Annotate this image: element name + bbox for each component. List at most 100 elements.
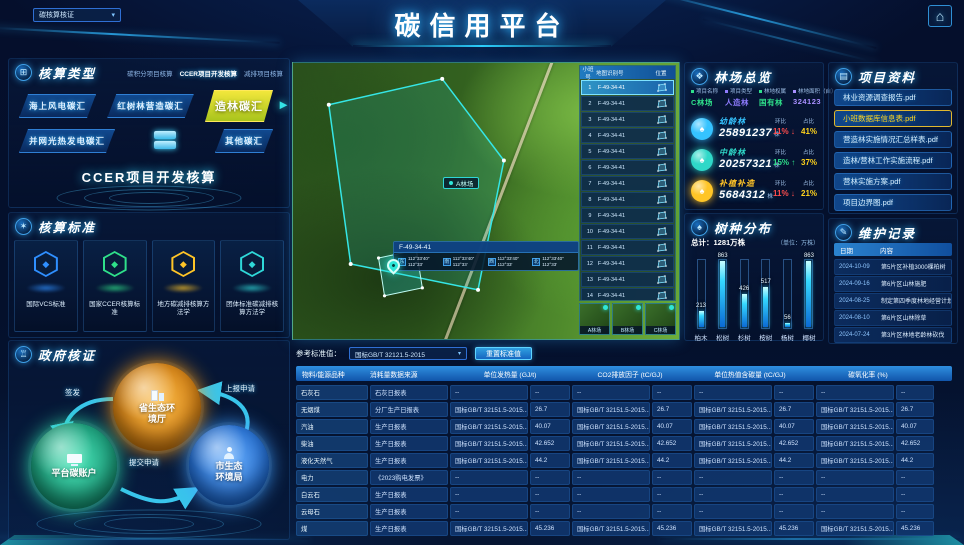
- doc-file-item[interactable]: 营造林实施情况汇总样表.pdf: [834, 131, 952, 148]
- standard-card[interactable]: ◆ 团体标准碳减排核算方法学: [220, 240, 284, 332]
- heat-std-dropdown[interactable]: --: [450, 385, 528, 400]
- co2-std-dropdown[interactable]: --: [572, 504, 650, 519]
- standard-card[interactable]: ◆ 国家CCER核算标准: [82, 240, 147, 332]
- subplot-row[interactable]: 9 F-49-34-41: [581, 208, 674, 223]
- co2-std-dropdown[interactable]: 国标GB/T 32151.5-2015...: [572, 436, 650, 451]
- co2-value-field[interactable]: 45.236: [652, 521, 692, 536]
- subplot-row[interactable]: 12 F-49-34-41: [581, 256, 674, 271]
- doc-file-item[interactable]: 小班数据库信息表.pdf: [834, 110, 952, 127]
- subplot-row[interactable]: 13 F-49-34-41: [581, 272, 674, 287]
- oxidation-std-dropdown[interactable]: 国标GB/T 32151.5-2015...▾: [816, 402, 894, 417]
- oxidation-value-field[interactable]: --: [896, 504, 934, 519]
- oxidation-std-dropdown[interactable]: --: [816, 385, 894, 400]
- co2-std-dropdown[interactable]: 国标GB/T 32151.5-2015...: [572, 521, 650, 536]
- carbon-std-dropdown[interactable]: --: [694, 487, 772, 502]
- maintenance-row[interactable]: 2024-07-24 第3片区林地老龄林砍伐: [834, 327, 952, 343]
- heat-std-dropdown[interactable]: 国标GB/T 32151.5-2015...: [450, 521, 528, 536]
- co2-value-field[interactable]: 42.652: [652, 436, 692, 451]
- oxidation-value-field[interactable]: 26.7: [896, 402, 934, 417]
- heat-value-field[interactable]: --: [530, 470, 570, 485]
- maintenance-row[interactable]: 2024-09-16 第6片区山林施肥: [834, 276, 952, 292]
- oxidation-std-dropdown[interactable]: --: [816, 487, 894, 502]
- maintenance-row[interactable]: 2024-08-25 制定第四季度林地经营计划: [834, 293, 952, 309]
- oxidation-value-field[interactable]: 44.2: [896, 453, 934, 468]
- subplot-row[interactable]: 3 F-49-34-41: [581, 112, 674, 127]
- accounting-type-button[interactable]: 红树林营造碳汇: [107, 94, 194, 118]
- subplot-row[interactable]: 5 F-49-34-41: [581, 144, 674, 159]
- map-thumbnail[interactable]: C林场: [645, 303, 676, 335]
- carbon-value-field[interactable]: --: [774, 487, 814, 502]
- heat-value-field[interactable]: --: [530, 385, 570, 400]
- carbon-std-dropdown[interactable]: --: [694, 470, 772, 485]
- oxidation-value-field[interactable]: 45.236: [896, 521, 934, 536]
- heat-value-field[interactable]: 44.2: [530, 453, 570, 468]
- oxidation-std-dropdown[interactable]: --: [816, 504, 894, 519]
- heat-std-dropdown[interactable]: 国标GB/T 32151.5-2015...▾: [450, 402, 528, 417]
- carbon-std-dropdown[interactable]: 国标GB/T 32151.5-2015...: [694, 419, 772, 434]
- ccer-project-accounting-button[interactable]: CCER项目开发核算: [81, 170, 217, 185]
- oxidation-value-field[interactable]: --: [896, 470, 934, 485]
- carbon-std-dropdown[interactable]: 国标GB/T 32151.5-2015...: [694, 521, 772, 536]
- co2-value-field[interactable]: 44.2: [652, 453, 692, 468]
- maintenance-row[interactable]: 2024-08-10 第6片区山林除草: [834, 310, 952, 326]
- co2-std-dropdown[interactable]: --: [572, 470, 650, 485]
- co2-std-dropdown[interactable]: --: [572, 487, 650, 502]
- heat-std-dropdown[interactable]: 国标GB/T 32151.5-2015...: [450, 419, 528, 434]
- carbon-value-field[interactable]: --: [774, 385, 814, 400]
- map-thumbnail[interactable]: B林场: [612, 303, 643, 335]
- carbon-value-field[interactable]: 42.652: [774, 436, 814, 451]
- co2-std-dropdown[interactable]: 国标GB/T 32151.5-2015...: [572, 419, 650, 434]
- oxidation-std-dropdown[interactable]: 国标GB/T 32151.5-2015...: [816, 521, 894, 536]
- subplot-row[interactable]: 2 F-49-34-41: [581, 96, 674, 111]
- oxidation-std-dropdown[interactable]: 国标GB/T 32151.5-2015...: [816, 453, 894, 468]
- accounting-type-button[interactable]: 造林碳汇: [205, 90, 273, 122]
- co2-value-field[interactable]: 26.7: [652, 402, 692, 417]
- subplot-row[interactable]: 8 F-49-34-41: [581, 192, 674, 207]
- heat-value-field[interactable]: 40.07: [530, 419, 570, 434]
- subplot-row[interactable]: 10 F-49-34-41: [581, 224, 674, 239]
- tab[interactable]: CCER项目开发核算: [179, 71, 237, 78]
- heat-std-dropdown[interactable]: 国标GB/T 32151.5-2015...: [450, 453, 528, 468]
- carbon-std-dropdown[interactable]: 国标GB/T 32151.5-2015...: [694, 436, 772, 451]
- next-arrow-icon[interactable]: ►: [277, 97, 290, 112]
- co2-value-field[interactable]: --: [652, 470, 692, 485]
- oxidation-value-field[interactable]: 40.07: [896, 419, 934, 434]
- heat-std-dropdown[interactable]: --: [450, 487, 528, 502]
- standard-card[interactable]: ◆ 地方碳减排核算方法学: [151, 240, 216, 332]
- doc-file-item[interactable]: 营林实施方案.pdf: [834, 173, 952, 190]
- accounting-type-button[interactable]: 海上风电碳汇: [19, 94, 96, 118]
- subplot-row[interactable]: 4 F-49-34-41: [581, 128, 674, 143]
- co2-std-dropdown[interactable]: 国标GB/T 32151.5-2015...▾: [572, 402, 650, 417]
- carbon-value-field[interactable]: --: [774, 470, 814, 485]
- co2-value-field[interactable]: 40.07: [652, 419, 692, 434]
- tab[interactable]: 碳积分项目核算: [127, 71, 173, 78]
- reference-standard-dropdown[interactable]: 国标GB/T 32121.5-2015: [349, 347, 467, 360]
- carbon-std-dropdown[interactable]: 国标GB/T 32151.5-2015...: [694, 453, 772, 468]
- heat-value-field[interactable]: 42.652: [530, 436, 570, 451]
- oxidation-value-field[interactable]: 42.652: [896, 436, 934, 451]
- subplot-row[interactable]: 7 F-49-34-41: [581, 176, 674, 191]
- carbon-value-field[interactable]: 44.2: [774, 453, 814, 468]
- accounting-type-button[interactable]: 并网光热发电碳汇: [19, 129, 115, 153]
- forest-satellite-map[interactable]: A林场 F-49-34-41 东 112°33′40″ 112°33′ 南 112…: [292, 62, 680, 340]
- doc-file-item[interactable]: 项目边界图.pdf: [834, 194, 952, 211]
- co2-std-dropdown[interactable]: --: [572, 385, 650, 400]
- oxidation-std-dropdown[interactable]: 国标GB/T 32151.5-2015...: [816, 419, 894, 434]
- oxidation-std-dropdown[interactable]: 国标GB/T 32151.5-2015...: [816, 436, 894, 451]
- carbon-std-dropdown[interactable]: 国标GB/T 32151.5-2015...▾: [694, 402, 772, 417]
- co2-value-field[interactable]: --: [652, 487, 692, 502]
- subplot-row[interactable]: 14 F-49-34-41: [581, 288, 674, 300]
- heat-std-dropdown[interactable]: --: [450, 470, 528, 485]
- carbon-value-field[interactable]: 40.07: [774, 419, 814, 434]
- heat-value-field[interactable]: 45.236: [530, 521, 570, 536]
- home-button[interactable]: ⌂: [928, 5, 952, 27]
- heat-value-field[interactable]: --: [530, 487, 570, 502]
- module-dropdown[interactable]: 碳核算核证: [33, 8, 121, 22]
- maintenance-row[interactable]: 2024-10-09 第5片区补植3000棵柏树: [834, 259, 952, 275]
- co2-std-dropdown[interactable]: 国标GB/T 32151.5-2015...: [572, 453, 650, 468]
- heat-std-dropdown[interactable]: --: [450, 504, 528, 519]
- oxidation-std-dropdown[interactable]: --: [816, 470, 894, 485]
- carbon-value-field[interactable]: 26.7: [774, 402, 814, 417]
- accounting-type-button[interactable]: 其他碳汇: [215, 129, 273, 153]
- carbon-std-dropdown[interactable]: --: [694, 385, 772, 400]
